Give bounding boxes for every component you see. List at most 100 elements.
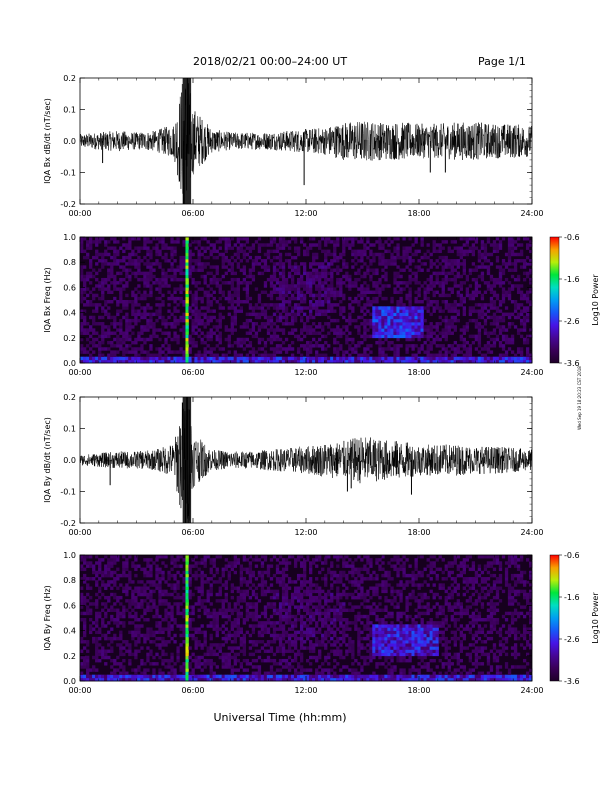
spectrogram-cell	[345, 274, 349, 279]
spectrogram-cell	[492, 281, 497, 285]
spectrogram-cell	[206, 662, 210, 666]
spectrogram-cell	[281, 265, 286, 269]
spectrogram-cell	[330, 318, 334, 323]
spectrogram-cell	[363, 334, 367, 339]
spectrogram-cell	[369, 318, 373, 323]
spectrogram-cell	[528, 290, 533, 294]
spectrogram-cell	[393, 350, 397, 354]
spectrogram-cell	[161, 271, 165, 276]
spectrogram-cell	[351, 300, 355, 304]
spectrogram-cell	[185, 309, 189, 313]
spectrogram-cell	[116, 599, 120, 603]
spectrogram-cell	[441, 287, 445, 291]
spectrogram-cell	[426, 300, 430, 304]
spectrogram-cell	[263, 309, 268, 313]
spectrogram-cell	[233, 652, 237, 657]
spectrogram-cell	[408, 274, 412, 279]
spectrogram-cell	[137, 303, 141, 307]
spectrogram-cell	[498, 325, 503, 329]
spectrogram-cell	[131, 331, 135, 335]
spectrogram-cell	[200, 586, 204, 590]
spectrogram-cell	[269, 640, 274, 644]
spectrogram-cell	[80, 640, 84, 644]
spectrogram-cell	[149, 640, 153, 644]
spectrogram-cell	[510, 356, 515, 361]
spectrogram-cell	[516, 237, 521, 241]
spectrogram-cell	[164, 259, 168, 263]
spectrogram-cell	[236, 618, 240, 622]
spectrogram-cell	[143, 350, 147, 354]
spectrogram-cell	[98, 643, 102, 647]
spectrogram-cell	[375, 296, 379, 301]
spectrogram-cell	[122, 315, 126, 320]
spectrogram-cell	[474, 284, 479, 288]
spectrogram-cell	[107, 655, 111, 660]
spectrogram-cell	[173, 337, 177, 342]
spectrogram-cell	[354, 281, 358, 285]
spectrogram-cell	[396, 290, 400, 294]
spectrogram-cell	[140, 350, 144, 354]
spectrogram-cell	[116, 252, 120, 257]
spectrogram-cell	[236, 300, 240, 304]
spectrogram-cell	[179, 595, 183, 600]
spectrogram-cell	[215, 567, 219, 572]
spectrogram-cell	[516, 312, 521, 317]
spectrogram-cell	[465, 243, 470, 247]
spectrogram-cell	[92, 331, 96, 335]
spectrogram-cell	[254, 564, 259, 568]
spectrogram-cell	[239, 237, 244, 241]
spectrogram-cell	[366, 255, 370, 260]
spectrogram-cell	[381, 255, 385, 260]
spectrogram-cell	[161, 315, 165, 320]
spectrogram-cell	[336, 334, 340, 339]
spectrogram-cell	[495, 293, 500, 298]
spectrogram-cell	[149, 662, 153, 666]
spectrogram-cell	[306, 274, 310, 279]
spectrogram-cell	[122, 300, 126, 304]
spectrogram-cell	[315, 325, 319, 329]
spectrogram-cell	[92, 315, 96, 320]
spectrogram-cell	[248, 555, 253, 559]
spectrogram-cell	[426, 284, 430, 288]
spectrogram-cell	[396, 306, 400, 310]
x-tick-label: 24:00	[520, 368, 543, 377]
spectrogram-cell	[345, 328, 349, 332]
spectrogram-cell	[107, 570, 111, 575]
spectrogram-cell	[272, 284, 277, 288]
spectrogram-cell	[179, 259, 183, 263]
spectrogram-cell	[281, 243, 286, 247]
spectrogram-cell	[80, 359, 84, 364]
spectrogram-cell	[312, 274, 316, 279]
spectrogram-cell	[519, 293, 524, 298]
spectrogram-cell	[227, 350, 231, 354]
spectrogram-cell	[525, 347, 530, 351]
spectrogram-cell	[465, 277, 470, 282]
spectrogram-cell	[185, 328, 189, 332]
spectrogram-cell	[402, 252, 406, 257]
spectrogram-cell	[429, 300, 433, 304]
spectrogram-cell	[140, 599, 144, 603]
spectrogram-cell	[519, 249, 524, 254]
spectrogram-cell	[185, 312, 189, 317]
spectrogram-cell	[185, 315, 189, 320]
spectrogram-cell	[242, 589, 247, 594]
spectrogram-cell	[405, 293, 409, 298]
spectrogram-cell	[408, 318, 412, 323]
spectrogram-cell	[248, 318, 253, 323]
spectrogram-cell	[438, 356, 442, 361]
spectrogram-cell	[236, 281, 240, 285]
spectrogram-cell	[119, 287, 123, 291]
spectrogram-cell	[149, 325, 153, 329]
spectrogram-cell	[155, 249, 159, 254]
spectrogram-cell	[149, 337, 153, 342]
spectrogram-cell	[266, 630, 271, 635]
spectrogram-cell	[224, 328, 228, 332]
spectrogram-cell	[173, 558, 177, 562]
spectrogram-cell	[86, 322, 90, 326]
spectrogram-cell	[342, 296, 346, 301]
spectrogram-cell	[185, 640, 189, 644]
spectrogram-cell	[306, 287, 310, 291]
spectrogram-cell	[161, 350, 165, 354]
spectrogram-cell	[327, 356, 331, 361]
spectrogram-cell	[146, 356, 150, 361]
